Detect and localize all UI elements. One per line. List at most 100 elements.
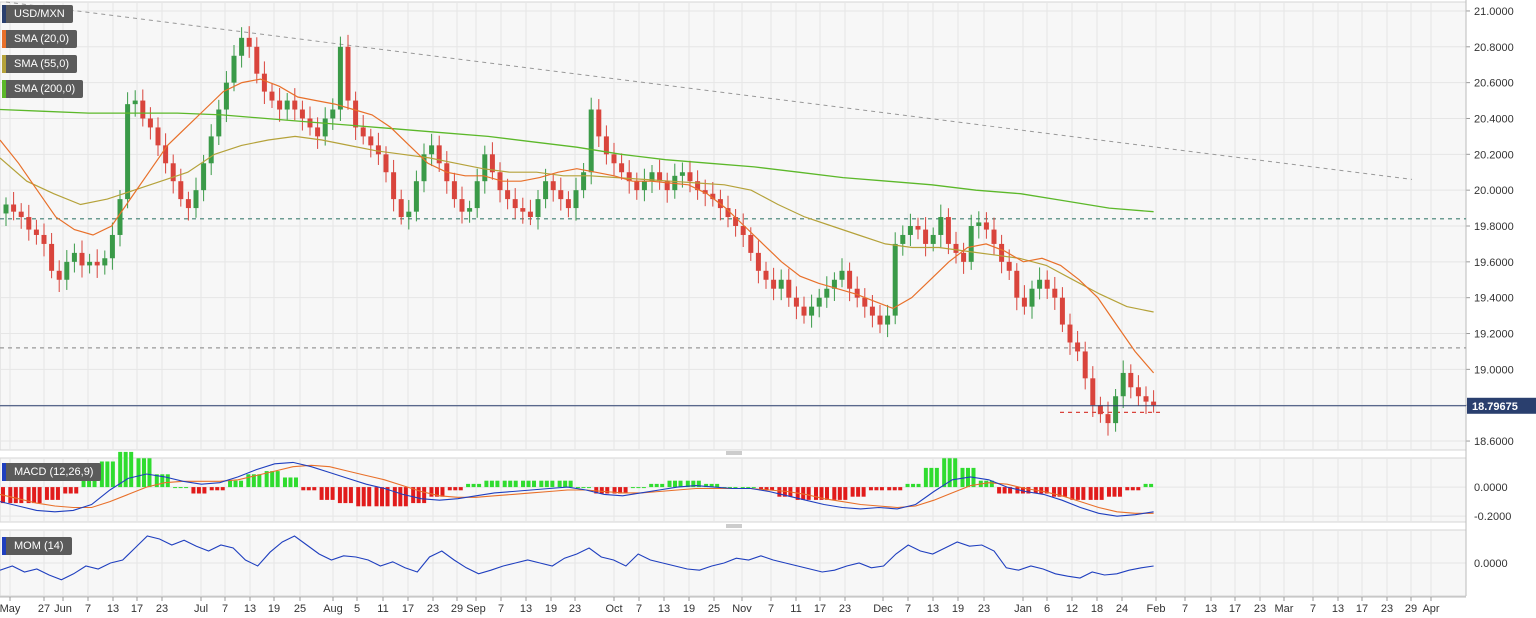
macd-histogram-bar	[879, 487, 884, 491]
macd-histogram-bar	[751, 487, 756, 489]
candle-body	[657, 172, 663, 182]
candle-body	[710, 193, 716, 200]
candle-body	[1006, 261, 1012, 271]
y-tick-label: 19.2000	[1474, 329, 1514, 341]
x-tick-label: Apr	[1422, 603, 1439, 615]
candle-body	[900, 234, 906, 244]
macd-histogram-bar	[37, 487, 42, 504]
macd-histogram-bar	[264, 471, 269, 488]
candle-body	[816, 297, 822, 307]
macd-histogram-bar	[81, 480, 86, 488]
legend-mom[interactable]: MOM (14)	[2, 537, 72, 555]
candle-body	[550, 181, 556, 191]
legend-sma-200-label: SMA (200,0)	[14, 83, 76, 95]
x-tick-label: 23	[1254, 603, 1266, 615]
candle-body	[79, 252, 85, 266]
candle-body	[619, 163, 625, 173]
macd-histogram-bar	[923, 467, 928, 488]
macd-histogram-bar	[209, 487, 214, 491]
macd-histogram-bar	[513, 480, 518, 488]
macd-histogram-bar	[832, 487, 837, 500]
candle-body	[573, 190, 579, 209]
candle-body	[223, 82, 229, 110]
candle-body	[543, 181, 549, 200]
macd-histogram-bar	[26, 487, 31, 504]
candle-body	[824, 288, 830, 298]
legend-sma-200[interactable]: SMA (200,0)	[2, 80, 84, 98]
macd-histogram-bar	[696, 480, 701, 488]
candle-body	[375, 145, 381, 155]
macd-histogram-bar	[825, 487, 829, 500]
macd-histogram-bar	[777, 487, 782, 497]
macd-histogram-bar	[673, 480, 678, 488]
macd-histogram-bar	[1094, 487, 1099, 500]
x-tick-label: Nov	[732, 603, 752, 615]
macd-histogram-bar	[887, 487, 892, 491]
macd-histogram-bar	[819, 487, 824, 500]
y-tick-label: 19.0000	[1474, 364, 1514, 376]
legend-color-bar	[2, 463, 6, 481]
x-tick-label: Mar	[1275, 603, 1294, 615]
candle-body	[201, 163, 207, 191]
candle-body	[26, 217, 32, 230]
macd-histogram-bar	[623, 487, 628, 494]
candle-body	[140, 100, 146, 119]
candle-body	[1037, 279, 1043, 289]
candle-body	[239, 37, 245, 56]
sma-200-line	[0, 108, 1154, 213]
macd-histogram-bar	[868, 487, 873, 491]
candle-body	[451, 181, 457, 200]
candle-body	[748, 234, 754, 253]
candle-body	[1090, 378, 1096, 406]
candle-body	[413, 181, 419, 212]
candle-body	[429, 145, 435, 155]
macd-histogram-bar	[544, 480, 549, 488]
macd-histogram-bar	[44, 487, 49, 500]
macd-histogram-bar	[312, 487, 317, 491]
candle-body	[383, 154, 389, 173]
macd-histogram-bar	[429, 487, 434, 497]
macd-histogram-bar	[1088, 487, 1093, 500]
macd-histogram-bar	[984, 480, 989, 488]
legend-sma-20[interactable]: SMA (20,0)	[2, 30, 78, 48]
macd-histogram-bar	[568, 480, 573, 488]
legend-sma-55[interactable]: SMA (55,0)	[2, 55, 78, 73]
candle-body	[907, 226, 913, 235]
macd-histogram-bar	[233, 480, 238, 488]
candle-body	[254, 46, 260, 74]
candle-body	[284, 100, 290, 110]
x-tick-label: 11	[377, 603, 388, 615]
x-tick-label: 7	[768, 603, 774, 615]
candle-body	[839, 270, 845, 280]
candle-body	[307, 118, 313, 128]
candle-body	[391, 172, 397, 200]
macd-histogram-bar	[301, 487, 306, 491]
legend-color-bar	[2, 5, 6, 23]
macd-histogram-bar	[1070, 487, 1075, 500]
macd-histogram-bar	[1117, 487, 1122, 497]
macd-histogram-bar	[239, 480, 244, 488]
sma-55-line	[0, 135, 1154, 313]
macd-histogram-bar	[1106, 487, 1111, 497]
candle-body	[596, 109, 602, 137]
candle-body	[634, 181, 640, 191]
macd-histogram-bar	[343, 487, 348, 504]
y-tick-label: 19.4000	[1474, 293, 1514, 305]
macd-line	[0, 461, 1154, 517]
candle-body	[611, 154, 617, 164]
candle-body	[520, 208, 526, 212]
candle-body	[1082, 351, 1088, 379]
legend-macd[interactable]: MACD (12,26,9)	[2, 463, 102, 481]
candle-body	[155, 127, 161, 146]
macd-histogram-bar	[806, 487, 811, 500]
macd-histogram-bar	[557, 480, 562, 488]
macd-histogram-bar	[746, 487, 751, 489]
macd-histogram-bar	[55, 487, 60, 500]
candle-body	[831, 279, 837, 289]
x-tick-label: 13	[520, 603, 532, 615]
legend-instrument[interactable]: USD/MXN	[2, 5, 73, 23]
macd-histogram-bar	[740, 487, 745, 489]
macd-histogram-bar	[246, 474, 251, 488]
candle-body	[565, 199, 571, 209]
macd-histogram-bar	[892, 487, 897, 491]
